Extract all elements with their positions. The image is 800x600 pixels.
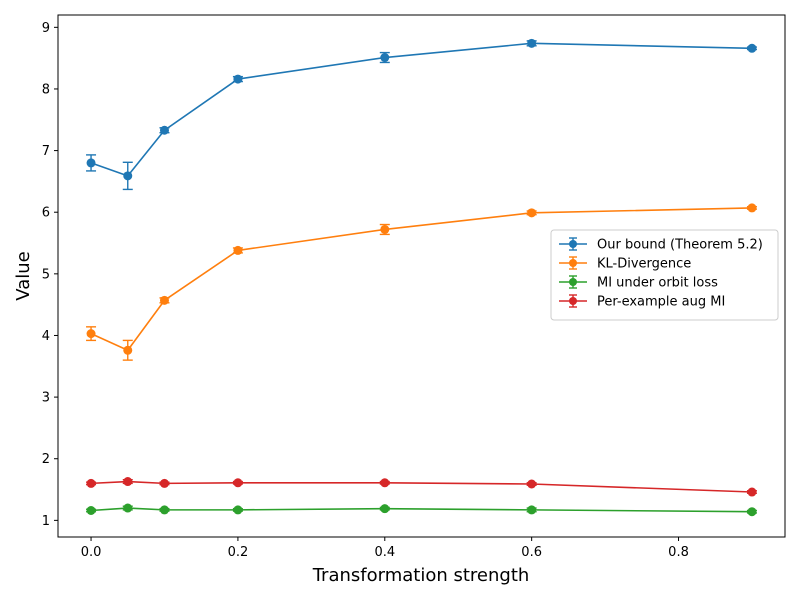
- data-point: [380, 224, 390, 234]
- data-point: [380, 478, 390, 488]
- legend-label: KL-Divergence: [597, 257, 691, 272]
- series-4: [86, 477, 757, 497]
- y-tick-label: 6: [42, 206, 50, 221]
- y-tick-label: 8: [42, 82, 50, 97]
- legend-label: MI under orbit loss: [597, 276, 718, 291]
- data-point: [86, 505, 96, 515]
- legend-entry: KL-Divergence: [559, 256, 691, 272]
- data-point: [527, 38, 537, 48]
- data-point: [159, 505, 169, 515]
- data-point: [747, 487, 757, 497]
- y-tick-label: 7: [42, 144, 50, 159]
- data-point: [123, 503, 133, 513]
- series-3: [86, 503, 757, 517]
- y-axis-label: Value: [13, 251, 34, 300]
- data-point: [123, 171, 133, 181]
- legend-label: Per-example aug MI: [597, 295, 725, 310]
- x-axis-ticks: 0.0 0.2 0.4 0.6 0.8: [81, 537, 689, 560]
- x-tick-label: 0.4: [374, 545, 395, 560]
- data-point: [86, 478, 96, 488]
- legend-box: [550, 229, 779, 321]
- legend-marker: [569, 240, 577, 248]
- plot-frame: [57, 14, 786, 538]
- legend-entry: Per-example aug MI: [559, 294, 725, 310]
- x-tick-label: 0.0: [81, 545, 102, 560]
- data-point: [233, 74, 243, 84]
- legend-marker: [569, 297, 577, 305]
- x-tick-label: 0.8: [668, 545, 689, 560]
- data-point: [233, 245, 243, 255]
- y-axis-ticks: 1 2 3 4 5 6 7 8 9: [42, 21, 58, 529]
- data-point: [233, 505, 243, 515]
- series-2: [86, 203, 757, 361]
- series-1: [86, 38, 757, 191]
- data-point: [380, 504, 390, 514]
- data-point: [747, 203, 757, 213]
- legend-entry: MI under orbit loss: [559, 275, 718, 291]
- data-point: [159, 125, 169, 135]
- data-point: [159, 478, 169, 488]
- legend-label: Our bound (Theorem 5.2): [597, 238, 763, 253]
- y-tick-label: 3: [42, 391, 50, 406]
- legend: Our bound (Theorem 5.2) KL-Divergence MI u…: [550, 229, 779, 321]
- data-point: [86, 329, 96, 339]
- data-point: [527, 505, 537, 515]
- data-point: [747, 43, 757, 53]
- x-tick-label: 0.2: [228, 545, 249, 560]
- data-point: [233, 478, 243, 488]
- data-point: [86, 158, 96, 168]
- series-layer: [86, 38, 757, 517]
- legend-marker: [569, 259, 577, 267]
- x-tick-label: 0.6: [521, 545, 542, 560]
- legend-marker: [569, 278, 577, 286]
- data-point: [123, 345, 133, 355]
- y-tick-label: 2: [42, 452, 50, 467]
- x-axis-label: Transformation strength: [312, 565, 530, 586]
- data-point: [380, 53, 390, 63]
- data-point: [159, 295, 169, 305]
- data-point: [527, 208, 537, 218]
- data-point: [527, 479, 537, 489]
- y-tick-label: 4: [42, 329, 50, 344]
- y-tick-label: 5: [42, 267, 50, 282]
- data-point: [747, 507, 757, 517]
- y-tick-label: 9: [42, 21, 50, 36]
- y-tick-label: 1: [42, 514, 50, 529]
- data-point: [123, 477, 133, 487]
- legend-entry: Our bound (Theorem 5.2): [559, 237, 763, 253]
